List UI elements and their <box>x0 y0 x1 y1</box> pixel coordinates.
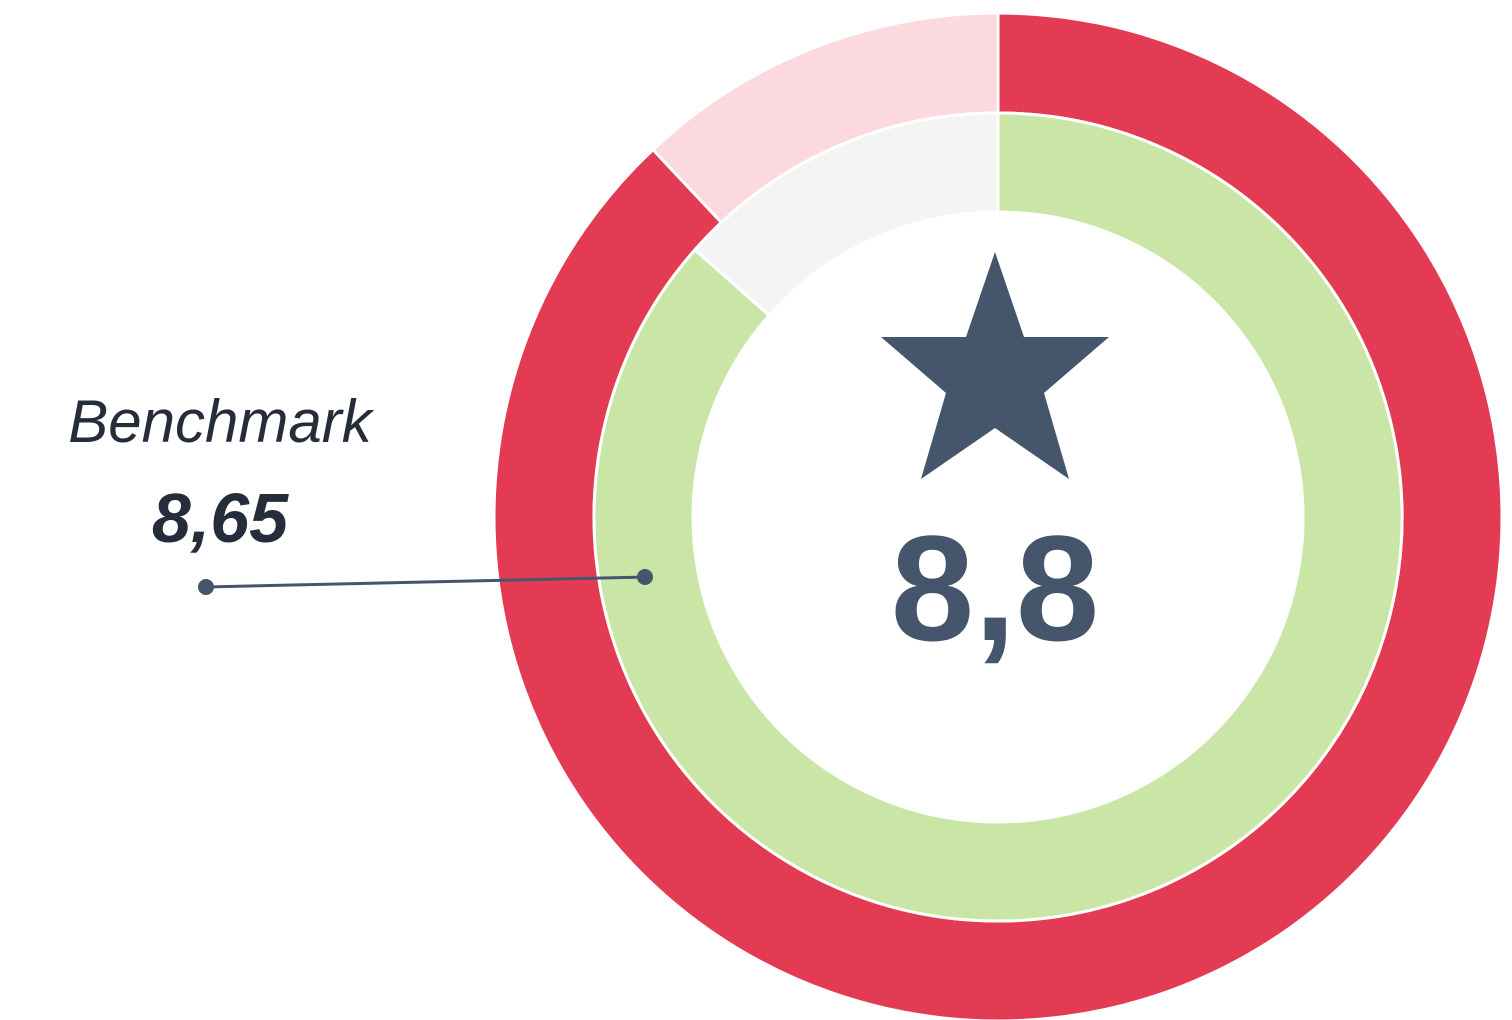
ring-segment <box>592 111 1404 923</box>
leader-dot <box>637 569 653 585</box>
benchmark-value: 8,65 <box>152 479 289 557</box>
benchmark-label: Benchmark <box>68 388 374 455</box>
star-icon <box>881 252 1109 479</box>
leader-line <box>205 575 646 589</box>
score-value: 8,8 <box>891 504 1100 672</box>
ring-remainder <box>692 111 1000 318</box>
leader-dot <box>198 579 214 595</box>
rings <box>492 11 1504 1020</box>
